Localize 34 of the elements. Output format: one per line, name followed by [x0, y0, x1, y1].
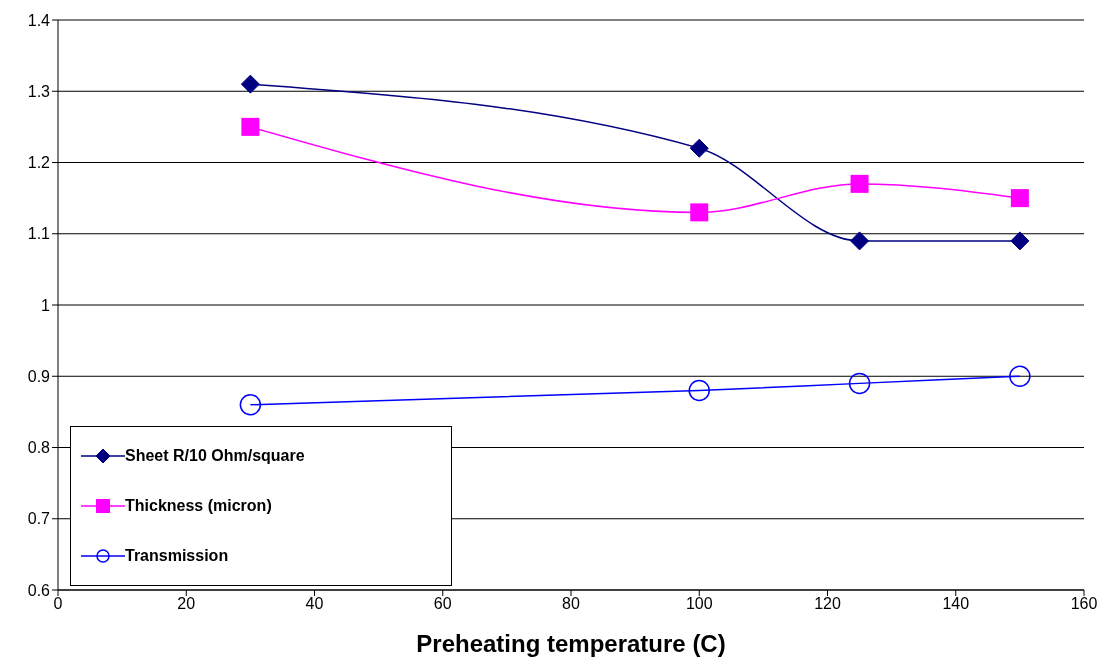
y-tick-label: 0.6 — [27, 581, 51, 599]
point — [1010, 231, 1030, 251]
y-tick-label: 1 — [41, 296, 51, 314]
x-tick-label: 40 — [305, 595, 324, 613]
y-tick-label: 0.9 — [27, 367, 51, 385]
point — [240, 74, 260, 94]
legend-label: Thickness (micron) — [125, 497, 272, 515]
y-tick-label: 1.3 — [27, 82, 51, 100]
legend-label: Transmission — [125, 547, 229, 565]
x-tick-label: 120 — [814, 595, 841, 613]
x-tick-label: 0 — [53, 595, 63, 613]
x-tick-label: 60 — [433, 595, 452, 613]
y-tick-label: 0.8 — [27, 439, 51, 457]
y-tick-label: 1.4 — [27, 11, 51, 29]
point — [1009, 365, 1031, 387]
x-tick-label: 100 — [685, 595, 713, 613]
point — [689, 138, 709, 158]
y-tick-label: 0.7 — [27, 510, 51, 528]
legend-label: Sheet R/10 Ohm/square — [125, 447, 305, 465]
point — [850, 174, 869, 193]
x-tick-label: 160 — [1070, 595, 1098, 613]
x-tick-label: 140 — [942, 595, 970, 613]
point — [1010, 189, 1029, 208]
point — [850, 231, 870, 251]
point — [690, 203, 709, 222]
point — [241, 117, 260, 136]
point — [688, 379, 710, 402]
x-tick-label: 20 — [177, 595, 196, 613]
x-axis-title: Preheating temperature (C) — [416, 630, 726, 657]
y-tick-label: 1.1 — [27, 225, 51, 243]
point — [848, 372, 871, 395]
y-tick-label: 1.2 — [27, 154, 51, 172]
x-tick-label: 80 — [562, 595, 580, 613]
point — [239, 394, 262, 416]
